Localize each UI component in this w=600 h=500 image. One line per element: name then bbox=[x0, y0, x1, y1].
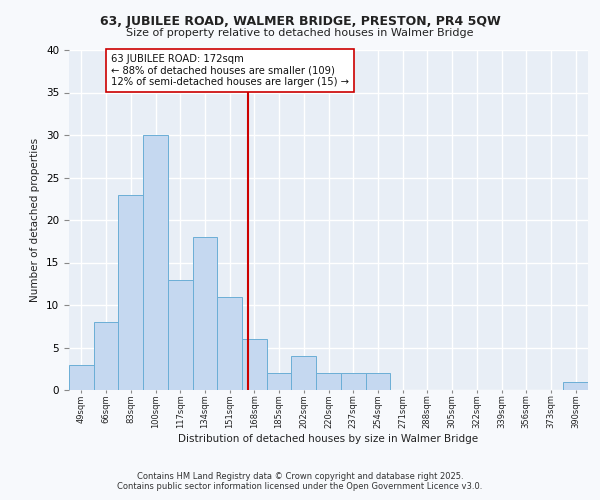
Bar bbox=[267, 373, 292, 390]
Bar bbox=[217, 296, 242, 390]
Bar bbox=[242, 339, 267, 390]
Y-axis label: Number of detached properties: Number of detached properties bbox=[31, 138, 40, 302]
Text: Size of property relative to detached houses in Walmer Bridge: Size of property relative to detached ho… bbox=[126, 28, 474, 38]
Bar bbox=[193, 237, 217, 390]
Text: Contains HM Land Registry data © Crown copyright and database right 2025.: Contains HM Land Registry data © Crown c… bbox=[137, 472, 463, 481]
Bar bbox=[563, 382, 588, 390]
Bar bbox=[143, 135, 168, 390]
Bar bbox=[292, 356, 316, 390]
Bar bbox=[341, 373, 365, 390]
Bar bbox=[118, 194, 143, 390]
Bar bbox=[94, 322, 118, 390]
Bar bbox=[168, 280, 193, 390]
Text: 63 JUBILEE ROAD: 172sqm
← 88% of detached houses are smaller (109)
12% of semi-d: 63 JUBILEE ROAD: 172sqm ← 88% of detache… bbox=[111, 54, 349, 88]
Text: 63, JUBILEE ROAD, WALMER BRIDGE, PRESTON, PR4 5QW: 63, JUBILEE ROAD, WALMER BRIDGE, PRESTON… bbox=[100, 15, 500, 28]
Text: Contains public sector information licensed under the Open Government Licence v3: Contains public sector information licen… bbox=[118, 482, 482, 491]
Bar bbox=[316, 373, 341, 390]
Bar bbox=[365, 373, 390, 390]
Bar bbox=[69, 364, 94, 390]
X-axis label: Distribution of detached houses by size in Walmer Bridge: Distribution of detached houses by size … bbox=[178, 434, 479, 444]
